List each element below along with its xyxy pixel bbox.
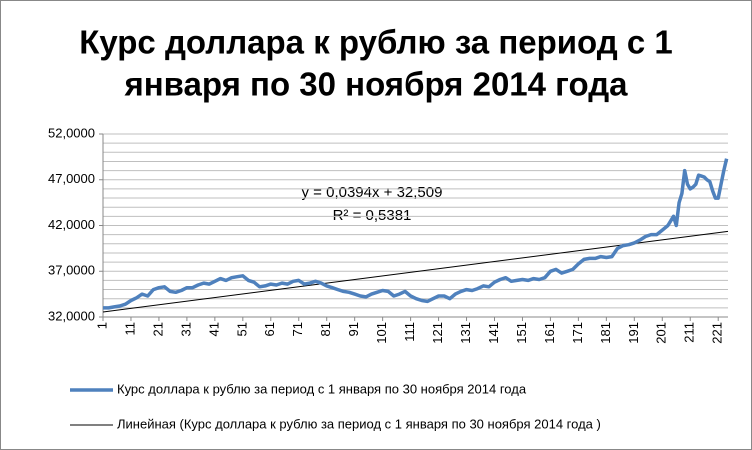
x-tick-label: 191 <box>626 322 641 344</box>
x-tick-label: 31 <box>178 322 193 336</box>
x-tick-label: 11 <box>122 322 137 336</box>
x-tick-label: 211 <box>682 322 697 343</box>
y-tick-label: 42,0000 <box>48 217 95 232</box>
x-tick-label: 111 <box>402 322 417 342</box>
x-tick-label: 151 <box>514 322 529 344</box>
trend-r2: R² = 0,5381 <box>333 207 412 224</box>
legend-label: Линейная (Курс доллара к рублю за период… <box>117 416 601 431</box>
x-tick-label: 101 <box>374 322 389 344</box>
x-tick-label: 61 <box>262 322 277 336</box>
x-tick-label: 181 <box>598 322 613 344</box>
chart-title: января по 30 ноября 2014 года <box>123 66 628 103</box>
x-tick-label: 91 <box>346 322 361 336</box>
x-tick-label: 141 <box>486 322 501 344</box>
x-tick-label: 81 <box>318 322 333 336</box>
y-tick-label: 37,0000 <box>48 263 95 278</box>
x-tick-label: 221 <box>710 322 725 344</box>
chart-title: Курс доллара к рублю за период с 1 <box>79 24 673 61</box>
x-tick-label: 121 <box>430 322 445 344</box>
x-tick-label: 201 <box>654 322 669 344</box>
x-tick-label: 1 <box>94 322 109 329</box>
x-tick-label: 51 <box>234 322 249 336</box>
x-tick-label: 131 <box>458 322 473 344</box>
x-tick-label: 41 <box>206 322 221 336</box>
x-tick-label: 161 <box>542 322 557 344</box>
legend-label: Курс доллара к рублю за период с 1 январ… <box>117 381 527 396</box>
x-tick-label: 171 <box>570 322 585 344</box>
x-tick-label: 71 <box>290 322 305 336</box>
series-line <box>103 158 729 310</box>
x-tick-label: 21 <box>150 322 165 336</box>
y-tick-label: 52,0000 <box>48 125 95 140</box>
y-tick-label: 47,0000 <box>48 171 95 186</box>
y-tick-label: 32,0000 <box>48 308 95 323</box>
trend-equation: y = 0,0394x + 32,509 <box>302 184 443 201</box>
